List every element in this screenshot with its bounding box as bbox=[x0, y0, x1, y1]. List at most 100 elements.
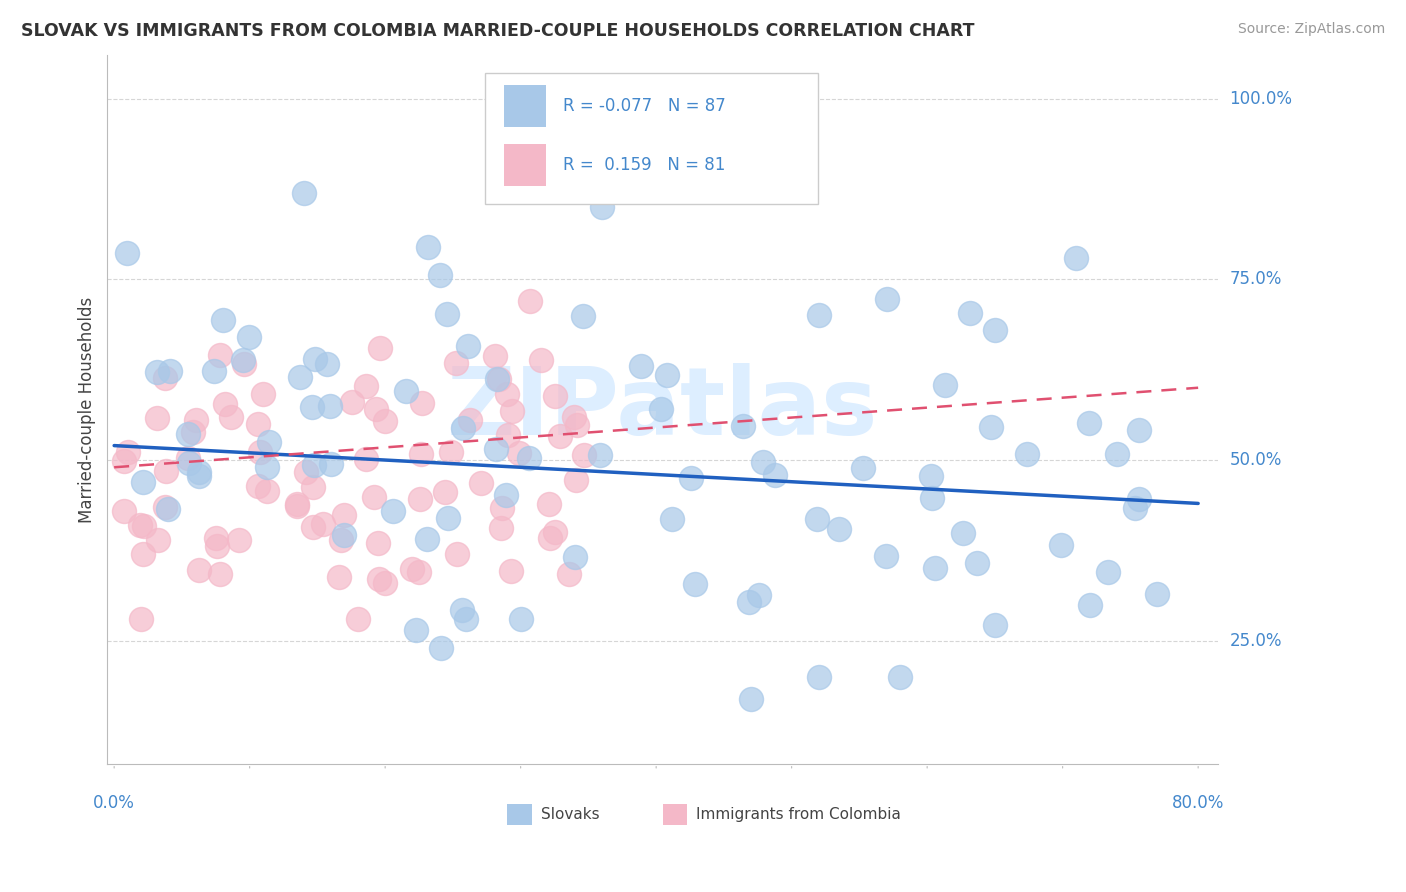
Point bbox=[548, 429, 571, 443]
Point bbox=[333, 527, 356, 541]
Y-axis label: Married-couple Households: Married-couple Households bbox=[79, 296, 96, 523]
Point bbox=[1064, 252, 1087, 266]
Text: 50.0%: 50.0% bbox=[1230, 451, 1282, 469]
Point bbox=[488, 371, 510, 385]
Point bbox=[501, 564, 523, 578]
Point bbox=[661, 512, 683, 526]
Point bbox=[966, 557, 988, 571]
Point bbox=[484, 442, 506, 456]
Point bbox=[249, 445, 271, 459]
Point bbox=[1107, 447, 1129, 461]
Point bbox=[184, 413, 207, 427]
Point bbox=[437, 510, 460, 524]
Point bbox=[650, 402, 672, 417]
Point bbox=[177, 450, 200, 465]
Point bbox=[208, 349, 231, 363]
Point bbox=[921, 491, 943, 505]
Point bbox=[409, 491, 432, 506]
Point bbox=[1128, 423, 1150, 437]
Text: ZIPatlas: ZIPatlas bbox=[447, 363, 879, 456]
Point bbox=[1017, 447, 1039, 461]
Point bbox=[544, 389, 567, 403]
Text: R =  0.159   N = 81: R = 0.159 N = 81 bbox=[562, 156, 725, 174]
Point bbox=[319, 457, 342, 471]
Point bbox=[256, 460, 278, 475]
Point bbox=[228, 533, 250, 547]
Point bbox=[257, 434, 280, 449]
Text: Source: ZipAtlas.com: Source: ZipAtlas.com bbox=[1237, 22, 1385, 37]
Point bbox=[589, 448, 612, 462]
Text: 80.0%: 80.0% bbox=[1173, 794, 1225, 813]
Point bbox=[176, 426, 198, 441]
Point bbox=[287, 500, 309, 514]
Point bbox=[157, 501, 180, 516]
Point bbox=[356, 451, 378, 466]
Point bbox=[752, 455, 775, 469]
Point bbox=[238, 330, 260, 344]
Point bbox=[530, 353, 553, 368]
Point bbox=[363, 491, 385, 505]
Point bbox=[292, 186, 315, 200]
Point bbox=[509, 612, 531, 626]
Point bbox=[875, 549, 897, 564]
Point bbox=[683, 576, 706, 591]
Point bbox=[205, 539, 228, 553]
Point bbox=[232, 353, 254, 368]
Point bbox=[451, 603, 474, 617]
Point bbox=[368, 572, 391, 586]
Point bbox=[806, 512, 828, 526]
Point bbox=[748, 588, 770, 602]
Point bbox=[416, 240, 439, 254]
FancyBboxPatch shape bbox=[485, 73, 818, 204]
Point bbox=[301, 400, 323, 414]
Point bbox=[381, 504, 404, 518]
Point bbox=[155, 464, 177, 478]
Point bbox=[146, 410, 169, 425]
Point bbox=[256, 483, 278, 498]
Text: Immigrants from Colombia: Immigrants from Colombia bbox=[696, 807, 901, 822]
Point bbox=[315, 357, 337, 371]
Point bbox=[132, 547, 155, 561]
Point bbox=[517, 450, 540, 465]
Point bbox=[301, 519, 323, 533]
Point bbox=[1078, 598, 1101, 612]
Point bbox=[740, 691, 762, 706]
Point bbox=[1097, 566, 1119, 580]
Point bbox=[565, 473, 588, 487]
Point bbox=[205, 532, 228, 546]
Point bbox=[202, 364, 225, 378]
Point bbox=[738, 595, 761, 609]
Point bbox=[484, 349, 506, 363]
Text: 100.0%: 100.0% bbox=[1230, 89, 1292, 108]
Point bbox=[952, 526, 974, 541]
Point bbox=[558, 567, 581, 582]
Point bbox=[544, 524, 567, 539]
FancyBboxPatch shape bbox=[503, 144, 547, 186]
Point bbox=[1123, 501, 1146, 516]
Point bbox=[374, 414, 396, 428]
Point bbox=[146, 365, 169, 379]
Point bbox=[491, 501, 513, 516]
Point bbox=[572, 309, 595, 323]
FancyBboxPatch shape bbox=[503, 85, 547, 128]
Point bbox=[496, 427, 519, 442]
Point bbox=[429, 268, 451, 282]
Point bbox=[318, 399, 340, 413]
Point bbox=[731, 419, 754, 434]
Point bbox=[416, 533, 439, 547]
Point bbox=[332, 508, 354, 522]
Point bbox=[591, 200, 613, 214]
Point bbox=[401, 561, 423, 575]
Point bbox=[153, 500, 176, 514]
Point bbox=[411, 395, 433, 409]
Point bbox=[508, 445, 530, 459]
Point bbox=[495, 488, 517, 502]
Point bbox=[405, 623, 427, 637]
Point bbox=[430, 640, 453, 655]
Point bbox=[679, 470, 702, 484]
Point bbox=[408, 565, 430, 579]
Point bbox=[444, 356, 467, 370]
Point bbox=[496, 387, 519, 401]
Point bbox=[312, 517, 335, 532]
Point bbox=[117, 445, 139, 459]
